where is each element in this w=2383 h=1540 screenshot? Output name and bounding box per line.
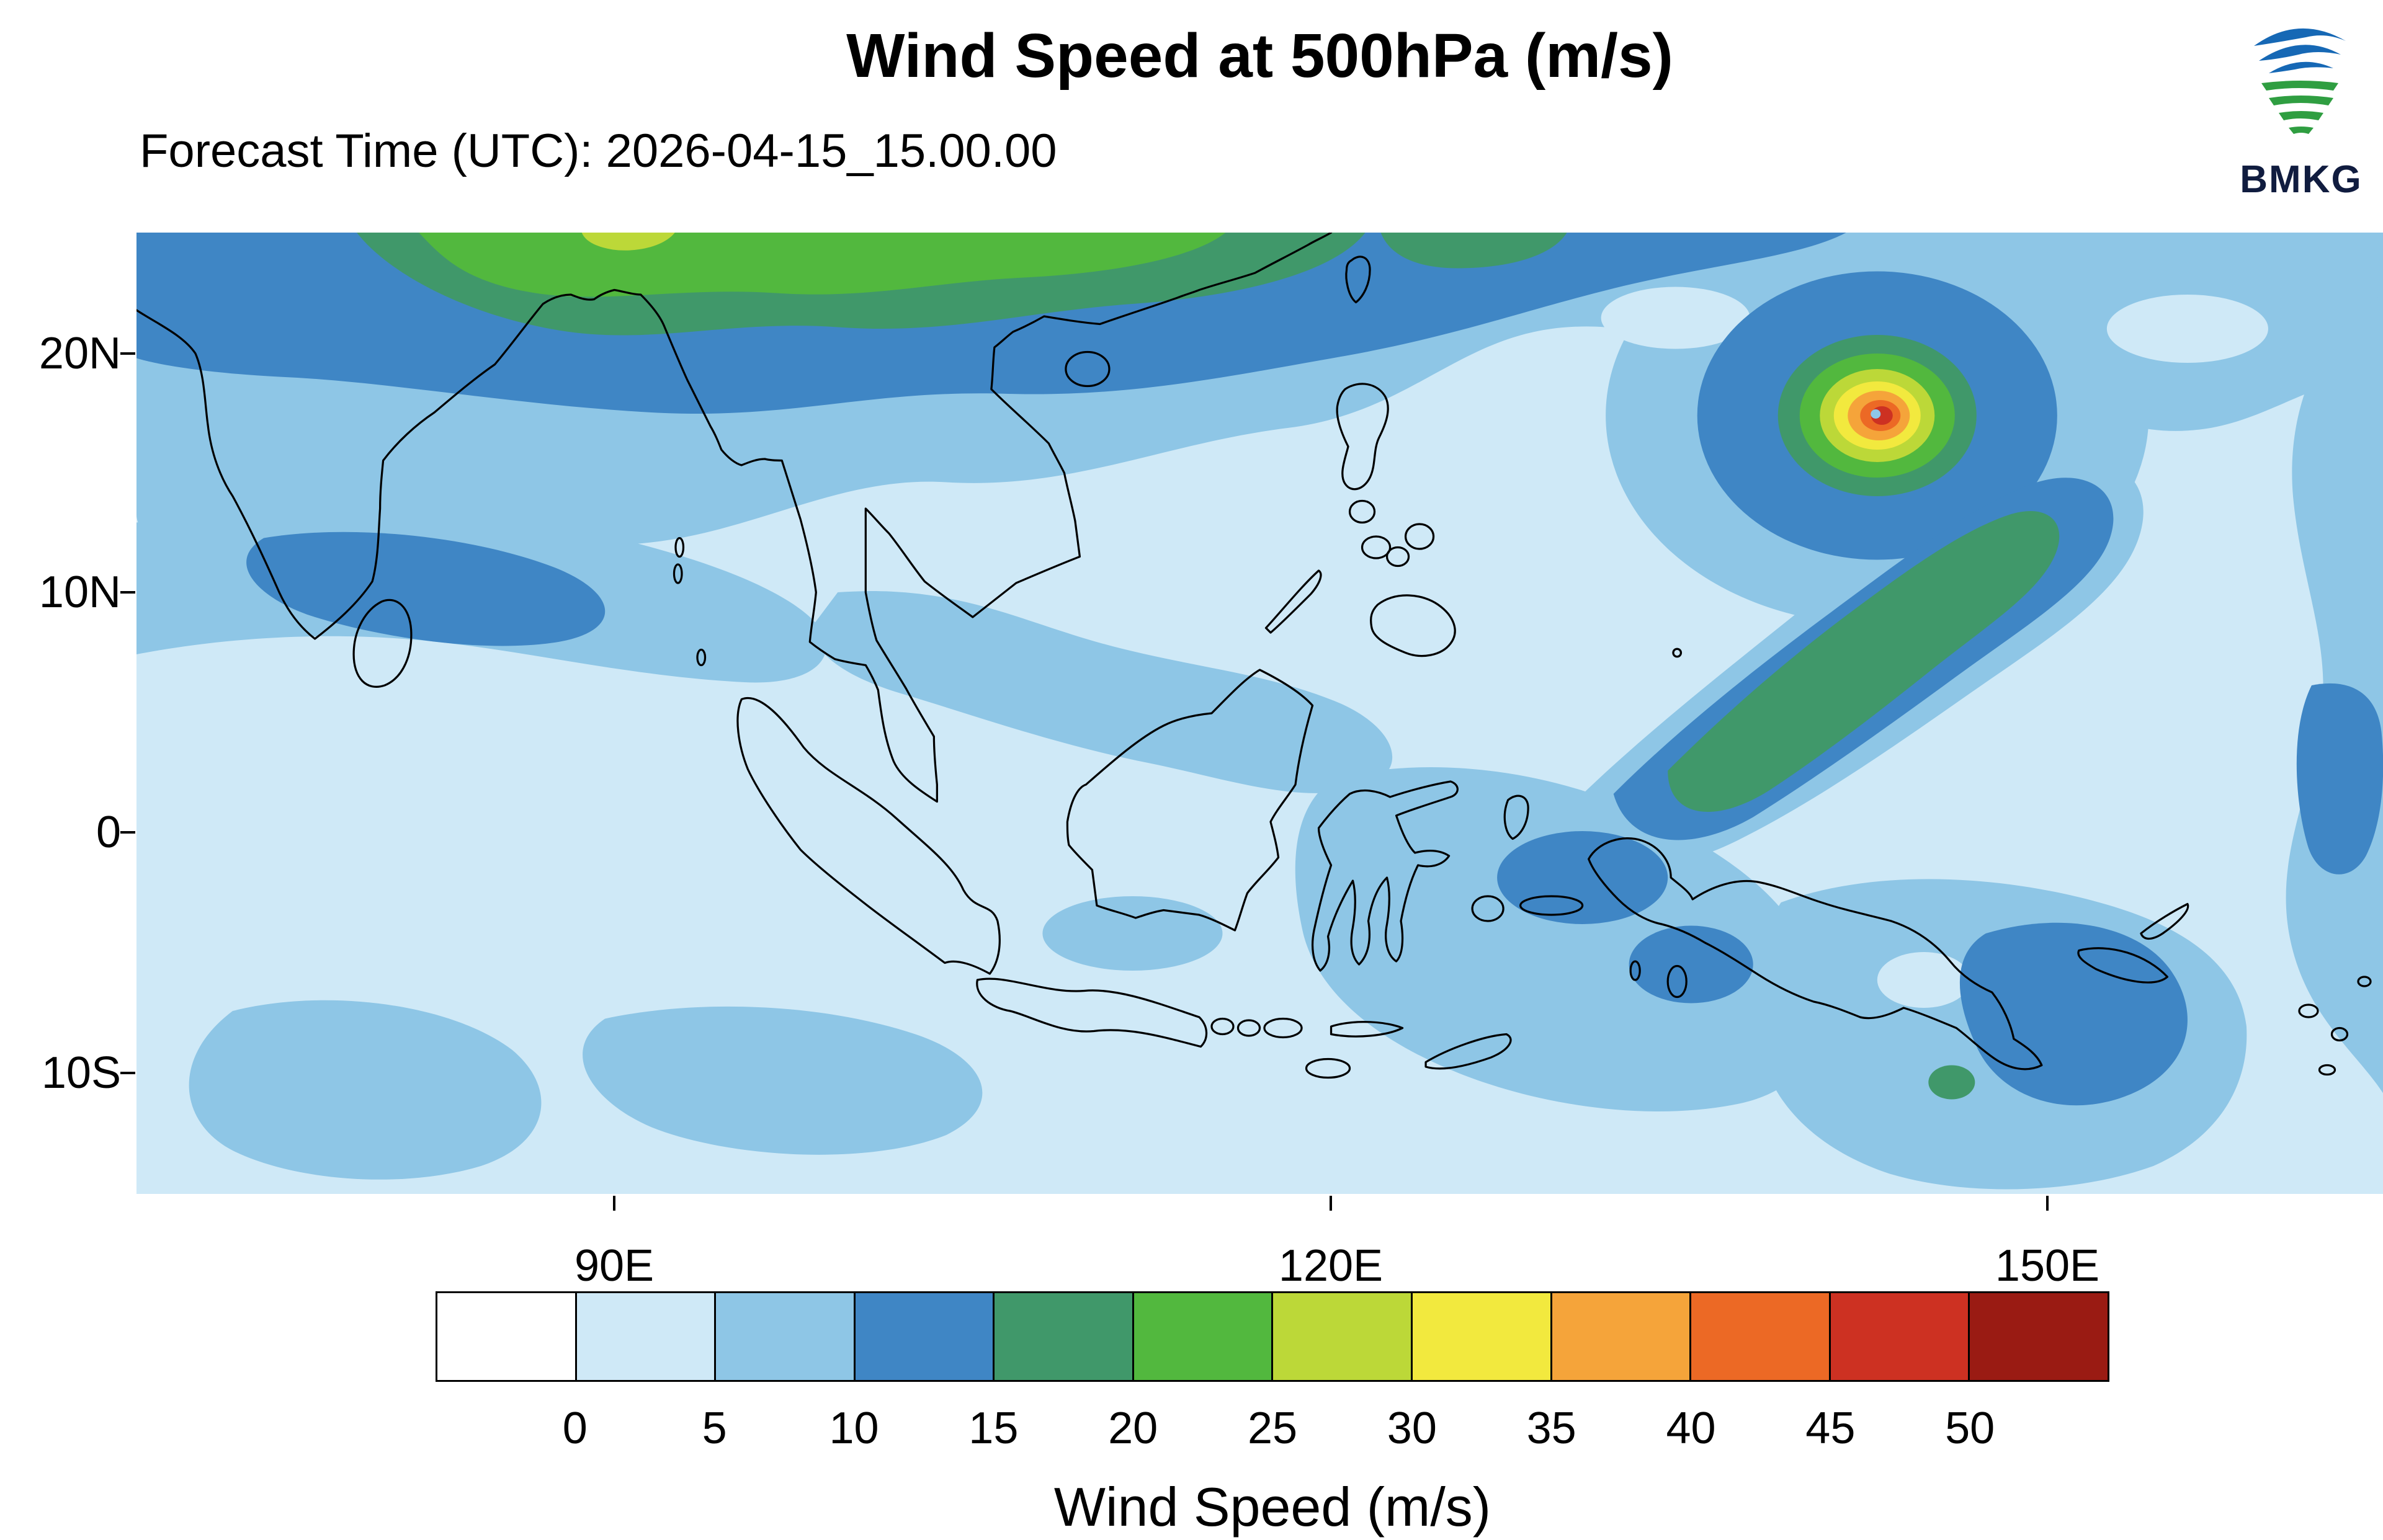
coast-sri-lanka xyxy=(352,599,413,688)
lat-tick-label-20n: 20N xyxy=(38,329,121,378)
wind-field-layer xyxy=(136,233,2383,1194)
colorbar-cell xyxy=(1413,1293,1552,1380)
colorbar-ticks: 0 5 10 15 20 25 30 35 40 45 50 xyxy=(436,1403,2109,1459)
coast-new-britain xyxy=(2077,947,2169,984)
coast-palau xyxy=(1672,648,1683,658)
coast-samar xyxy=(1404,523,1435,550)
coast-sumba xyxy=(1305,1057,1351,1079)
coast-new-ireland xyxy=(2140,902,2189,940)
colorbar-tick-label: 40 xyxy=(1666,1404,1716,1453)
coast-seram xyxy=(1519,895,1584,916)
coast-luzon xyxy=(1336,383,1389,491)
lon-tick-label-150e: 150E xyxy=(1995,1241,2100,1291)
coast-halmahera xyxy=(1503,794,1529,840)
colorbar-tick-label: 10 xyxy=(829,1404,879,1453)
coast-nicobar xyxy=(696,648,707,667)
colorbar-cell xyxy=(1133,1293,1274,1380)
coast-hainan xyxy=(1065,350,1111,388)
coastlines-layer xyxy=(136,233,2372,1079)
colorbar-cell xyxy=(1273,1293,1413,1380)
colorbar-cell xyxy=(1691,1293,1831,1380)
colorbar-cell xyxy=(576,1293,717,1380)
coast-solomons xyxy=(2318,1064,2336,1076)
colorbar-cell xyxy=(855,1293,995,1380)
axis-tick xyxy=(1330,1196,1332,1211)
coast-buru xyxy=(1471,895,1504,922)
coast-palawan xyxy=(1264,569,1322,634)
colorbar-cell xyxy=(1552,1293,1692,1380)
colorbar-tick-label: 30 xyxy=(1387,1404,1437,1453)
coast-lombok xyxy=(1236,1019,1261,1037)
coast-flores xyxy=(1330,1021,1404,1038)
colorbar-title: Wind Speed (m/s) xyxy=(1053,1476,1491,1538)
wind-speed-map xyxy=(136,233,2383,1194)
coast-solomons xyxy=(2330,1026,2349,1042)
coast-new-guinea xyxy=(1588,837,2043,1070)
bmkg-logo-text: BMKG xyxy=(2240,158,2363,201)
wind-speed-contour-plot xyxy=(136,233,2383,1194)
colorbar-tick-label: 15 xyxy=(968,1404,1019,1453)
colorbar-cell xyxy=(1830,1293,1970,1380)
coast-mindoro xyxy=(1348,499,1376,524)
colorbar-tick-label: 45 xyxy=(1805,1404,1856,1453)
coast-andaman xyxy=(673,563,683,584)
colorbar-cell xyxy=(716,1293,856,1380)
coast-andaman xyxy=(674,536,685,558)
coast-taiwan xyxy=(1345,256,1371,304)
coast-timor xyxy=(1424,1033,1512,1070)
axis-tick xyxy=(120,352,135,355)
axis-tick xyxy=(613,1196,615,1211)
colorbar-tick-label: 25 xyxy=(1247,1404,1298,1453)
colorbar-cell xyxy=(995,1293,1134,1380)
coast-solomons xyxy=(2298,1004,2319,1018)
lon-tick-label-120e: 120E xyxy=(1278,1241,1384,1291)
coast-aru xyxy=(1666,964,1688,999)
colorbar-tick-label: 50 xyxy=(1945,1404,1995,1453)
axis-tick xyxy=(120,591,135,594)
page-title: Wind Speed at 500hPa (m/s) xyxy=(846,21,1673,91)
coast-solomons xyxy=(2357,976,2372,987)
axis-tick xyxy=(120,1072,135,1074)
bmkg-logo: BMKG xyxy=(2233,9,2369,202)
forecast-time-label: Forecast Time (UTC): 2026-04-15_15.00.00 xyxy=(140,125,1057,177)
coast-kai xyxy=(1629,960,1641,981)
coast-java xyxy=(976,977,1208,1048)
colorbar-tick-label: 35 xyxy=(1526,1404,1576,1453)
colorbar-tick-label: 5 xyxy=(702,1404,727,1453)
coast-mainland-asia xyxy=(136,233,1333,803)
coast-sumatra xyxy=(736,697,1001,975)
colorbar-cell xyxy=(1970,1293,2108,1380)
colorbar xyxy=(436,1291,2109,1382)
lat-tick-label-10s: 10S xyxy=(41,1048,121,1098)
axis-tick xyxy=(2046,1196,2049,1211)
axis-tick xyxy=(120,831,135,834)
coast-visayas xyxy=(1385,546,1410,567)
colorbar-tick-label: 20 xyxy=(1108,1404,1158,1453)
bmkg-logo-icon xyxy=(2254,28,2346,134)
lat-tick-label-0: 0 xyxy=(96,808,121,857)
lon-tick-label-90e: 90E xyxy=(574,1241,655,1291)
colorbar-tick-label: 0 xyxy=(562,1404,588,1453)
coast-sumbawa xyxy=(1263,1017,1303,1039)
coast-visayas xyxy=(1361,535,1392,559)
colorbar-cell xyxy=(437,1293,577,1380)
coast-mindanao xyxy=(1370,594,1456,657)
lat-tick-label-10n: 10N xyxy=(38,567,121,617)
coast-borneo xyxy=(1066,669,1314,932)
coast-sulawesi xyxy=(1311,780,1459,972)
coast-bali xyxy=(1210,1017,1235,1036)
